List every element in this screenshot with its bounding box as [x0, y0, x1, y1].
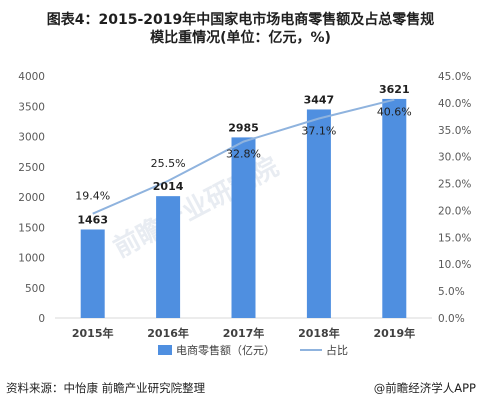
bar-value-label: 1463 [77, 213, 108, 226]
y-right-tick-label: 30.0% [438, 152, 471, 164]
bar [306, 109, 331, 318]
legend-bar-swatch [158, 345, 172, 355]
bar [382, 98, 407, 318]
share-value-label: 19.4% [75, 190, 110, 203]
y-right-tick-label: 20.0% [438, 205, 471, 217]
y-left-tick-label: 3500 [18, 101, 45, 113]
x-tick-label: 2017年 [223, 326, 265, 340]
share-value-label: 32.8% [226, 148, 261, 161]
watermark-layer: 前瞻产业研究院 [108, 151, 283, 264]
y-right-tick-label: 25.0% [438, 179, 471, 191]
x-tick-label: 2018年 [298, 326, 340, 340]
labels-layer: 1463 2014 2985 3447 3621 19.4% 25.5% 32.8% 37.1%… [75, 83, 412, 227]
y-left-tick-label: 4000 [18, 71, 45, 83]
share-value-label: 40.6% [377, 106, 412, 119]
y-right-tick-label: 5.0% [438, 286, 465, 298]
y-left-tick-label: 1500 [18, 222, 45, 234]
x-tick-label: 2016年 [147, 326, 189, 340]
y-right-tick-label: 10.0% [438, 259, 471, 271]
bar-value-label: 2985 [228, 121, 259, 134]
bar [80, 229, 105, 318]
bars-layer [80, 98, 407, 318]
line-layer [92, 98, 395, 215]
y-right-tick-label: 35.0% [438, 125, 471, 137]
share-value-label: 25.5% [151, 157, 186, 170]
watermark-text: 前瞻产业研究院 [108, 151, 283, 264]
source-note: 资料来源：中怡康 前瞻产业研究院整理 [6, 381, 206, 395]
y-left-tick-label: 0 [38, 313, 45, 325]
x-tick-label: 2015年 [72, 326, 114, 340]
axes-layer: 0 500 1000 1500 2000 2500 3000 3500 4000 0.0% 5.0%… [18, 71, 471, 340]
bar-value-label: 2014 [153, 180, 184, 193]
y-right-tick-label: 0.0% [438, 313, 465, 325]
y-right-tick-label: 40.0% [438, 98, 471, 110]
x-tick-label: 2019年 [373, 326, 415, 340]
legend-bar-label: 电商零售额（亿元） [176, 343, 275, 357]
bar [156, 196, 181, 318]
y-left-tick-label: 2500 [18, 162, 45, 174]
y-left-tick-label: 500 [25, 283, 45, 295]
chart-title-line1: 图表4：2015-2019年中国家电市场电商零售额及占总零售规 [47, 11, 434, 28]
bar-value-label: 3621 [379, 83, 410, 96]
legend-line-label: 占比 [326, 343, 348, 357]
y-left-tick-label: 1000 [18, 253, 45, 265]
legend: 电商零售额（亿元） 占比 [158, 343, 348, 357]
y-right-tick-label: 45.0% [438, 71, 471, 83]
source-brand: @前瞻经济学人APP [374, 381, 476, 395]
bar [231, 137, 256, 318]
y-right-tick-label: 15.0% [438, 232, 471, 244]
y-left-tick-label: 2000 [18, 192, 45, 204]
y-left-tick-label: 3000 [18, 132, 45, 144]
bar-value-label: 3447 [304, 93, 335, 106]
chart-title-line2: 模比重情况(单位：亿元，%) [150, 29, 331, 46]
share-line [92, 98, 395, 215]
share-value-label: 37.1% [301, 124, 336, 137]
